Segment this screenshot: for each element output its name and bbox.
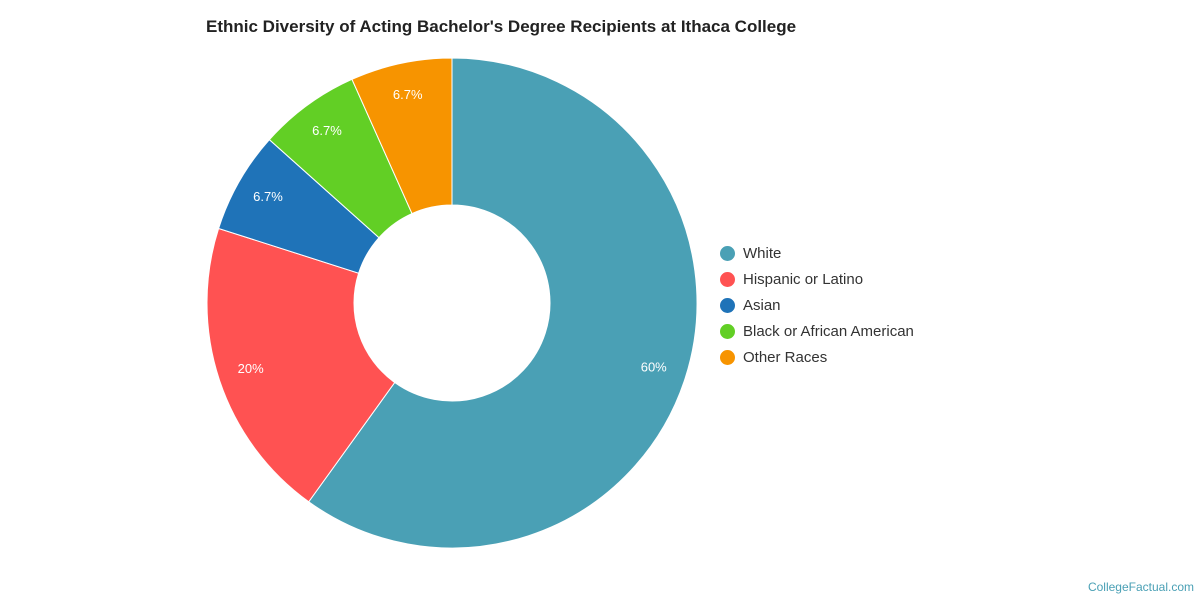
slices-group <box>206 57 698 549</box>
credit-link[interactable]: CollegeFactual.com <box>1087 580 1194 594</box>
legend-swatch-icon <box>720 349 735 365</box>
legend-item-hispanic-or-latino[interactable]: Hispanic or Latino <box>720 266 914 292</box>
legend-label: Black or African American <box>743 322 914 340</box>
legend-label: Asian <box>743 296 781 314</box>
slice-label-hispanic-or-latino: 20% <box>238 361 264 376</box>
chart-title: Ethnic Diversity of Acting Bachelor's De… <box>206 17 797 36</box>
legend-swatch-icon <box>720 271 735 287</box>
legend-label: Hispanic or Latino <box>743 270 864 288</box>
slice-label-black-or-african-american: 6.7% <box>312 123 342 138</box>
legend: White Hispanic or Latino Asian Black or Afr… <box>720 240 914 370</box>
legend-item-black-or-african-american[interactable]: Black or African American <box>720 318 914 344</box>
slice-other-races[interactable] <box>351 57 453 215</box>
legend-swatch-icon <box>720 245 735 261</box>
legend-item-other-races[interactable]: Other Races <box>720 344 914 370</box>
slice-label-other-races: 6.7% <box>393 87 423 102</box>
legend-item-asian[interactable]: Asian <box>720 292 914 318</box>
legend-label: White <box>743 244 782 262</box>
slice-hispanic-or-latino[interactable] <box>206 227 396 503</box>
slice-white[interactable] <box>308 57 698 549</box>
slice-label-asian: 6.7% <box>253 189 283 204</box>
legend-swatch-icon <box>720 297 735 313</box>
legend-label: Other Races <box>743 348 828 366</box>
slice-labels-group: 60% 20% 6.7% 6.7% 6.7% <box>238 87 668 376</box>
legend-swatch-icon <box>720 323 735 339</box>
slice-label-white: 60% <box>641 360 667 375</box>
legend-item-white[interactable]: White <box>720 240 914 266</box>
